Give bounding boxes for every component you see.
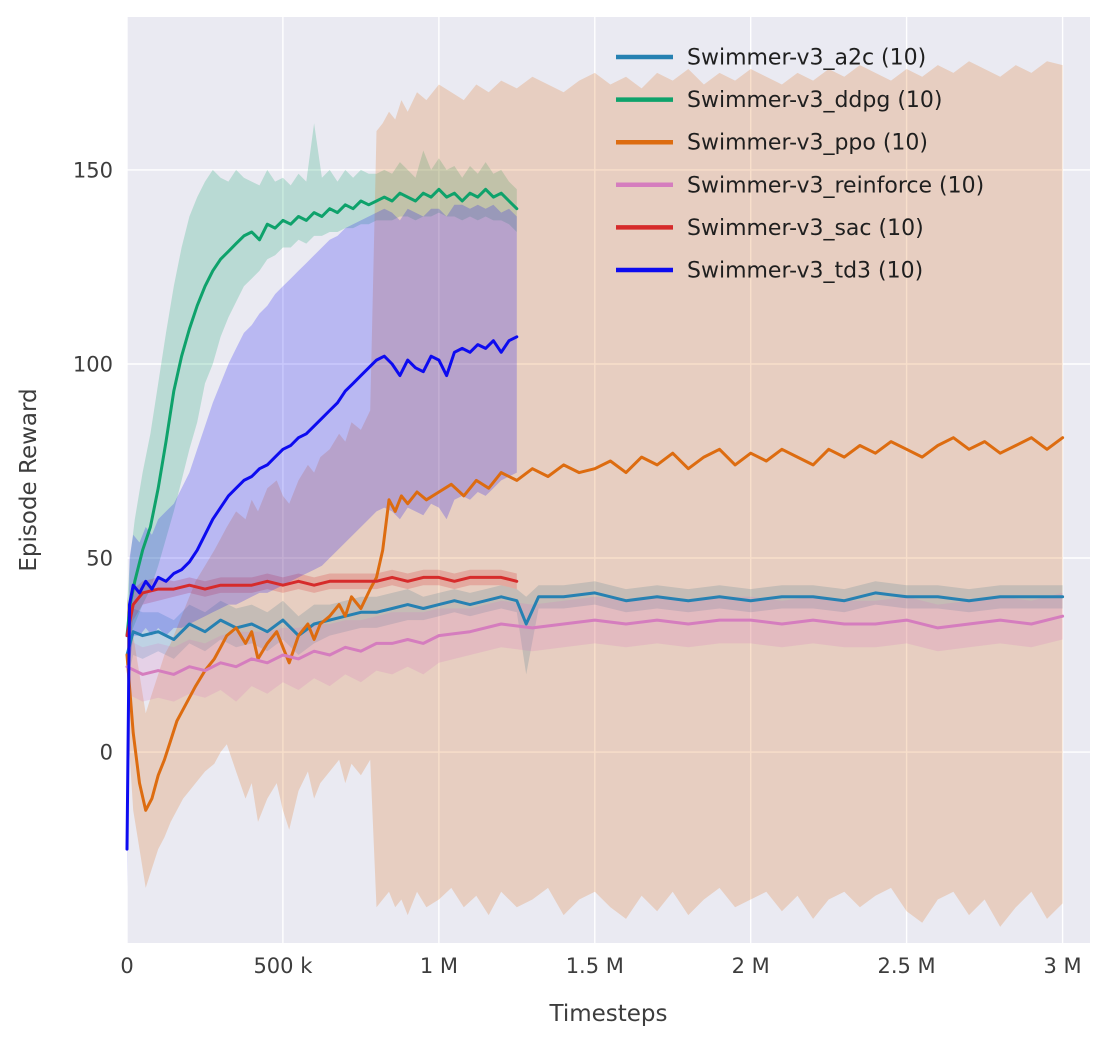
legend-item-td3: Swimmer-v3_td3 (10)	[616, 259, 923, 284]
x-tick-label: 0	[120, 954, 133, 978]
y-tick-label: 100	[73, 353, 113, 377]
legend-label-sac: Swimmer-v3_sac (10)	[687, 216, 924, 241]
x-tick-label: 2 M	[732, 954, 770, 978]
series-line-a2c	[125, 591, 1065, 657]
legend-label-a2c: Swimmer-v3_a2c (10)	[687, 46, 926, 71]
x-axis-label: Timesteps	[548, 1001, 667, 1027]
y-tick-label: 150	[73, 158, 113, 182]
y-tick-label: 50	[86, 547, 113, 571]
legend-item-ddpg: Swimmer-v3_ddpg (10)	[616, 88, 942, 113]
legend-label-reinforce: Swimmer-v3_reinforce (10)	[687, 173, 984, 198]
series-band-td3	[127, 204, 517, 888]
series-line-td3	[125, 335, 519, 851]
series-line-reinforce	[125, 614, 1065, 676]
legend-item-a2c: Swimmer-v3_a2c (10)	[616, 46, 926, 71]
y-tick-label: 0	[100, 741, 113, 765]
series-line-sac	[125, 575, 519, 638]
x-tick-label: 3 M	[1044, 954, 1082, 978]
series-band-ppo	[127, 61, 1063, 927]
legend-item-sac: Swimmer-v3_sac (10)	[616, 216, 924, 241]
legend-item-ppo: Swimmer-v3_ppo (10)	[616, 131, 928, 156]
legend-label-ppo: Swimmer-v3_ppo (10)	[687, 131, 928, 156]
y-axis-label: Episode Reward	[16, 388, 42, 571]
x-tick-label: 1.5 M	[566, 954, 624, 978]
series-band-reinforce	[127, 592, 1063, 702]
series-band-sac	[127, 569, 517, 659]
x-tick-label: 500 k	[253, 954, 313, 978]
x-tick-label: 1 M	[420, 954, 458, 978]
plot-area	[127, 17, 1090, 943]
legend-item-reinforce: Swimmer-v3_reinforce (10)	[616, 173, 984, 198]
x-tick-label: 2.5 M	[877, 954, 935, 978]
legend-label-td3: Swimmer-v3_td3 (10)	[687, 259, 923, 284]
legend-label-ddpg: Swimmer-v3_ddpg (10)	[687, 88, 942, 113]
series-line-ppo	[125, 436, 1065, 812]
series-line-ddpg	[125, 187, 519, 638]
